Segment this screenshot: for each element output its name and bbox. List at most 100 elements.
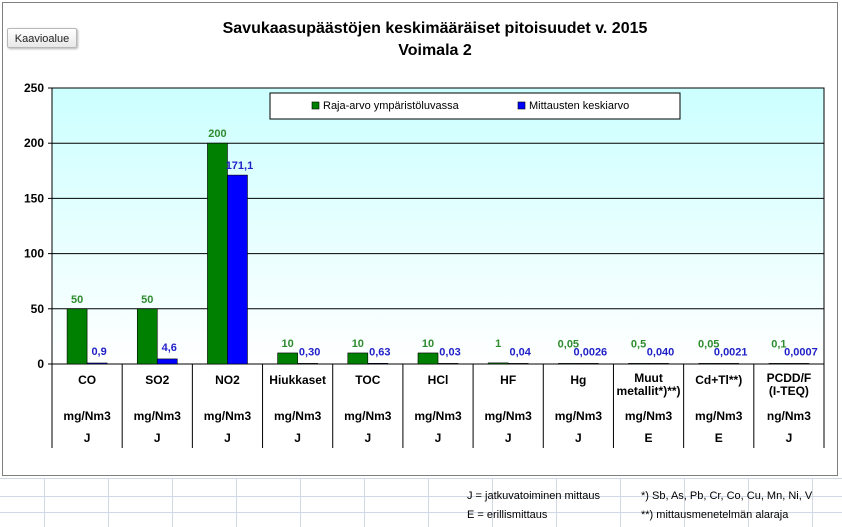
data-label: 0,0007 (784, 346, 818, 358)
chart-title: Savukaasupäästöjen keskimääräiset pitois… (222, 20, 648, 37)
data-label: 0,05 (558, 338, 579, 350)
bar-average (367, 363, 389, 365)
unit-label: mg/Nm3 (695, 409, 743, 423)
bar-average (227, 174, 248, 365)
measurement-type-label: J (224, 431, 231, 445)
bar-limit (136, 308, 158, 365)
measurement-type-label: J (154, 431, 161, 445)
bar-limit (768, 363, 790, 365)
data-label: 200 (208, 128, 226, 140)
category-label: (I-TEQ) (769, 384, 809, 398)
data-label: 0,30 (299, 346, 320, 358)
data-label: 0,0026 (574, 346, 608, 358)
bar-limit (558, 363, 579, 365)
measurement-type-label: J (294, 431, 301, 445)
bar-limit (698, 363, 720, 365)
legend-label-limit: Raja-arvo ympäristöluvassa (323, 100, 460, 112)
category-label: NO2 (215, 373, 240, 387)
category-label: SO2 (145, 373, 169, 387)
bar-chart: 0 50 100 150 200 250 50 0,9 CO mg/Nm3 J 50 4,6 SO2 mg/… (24, 81, 825, 448)
data-label: 0,1 (771, 338, 786, 350)
y-tick-label: 250 (24, 81, 44, 95)
bar-limit (417, 352, 439, 365)
y-tick-label: 150 (24, 191, 44, 205)
data-label: 50 (141, 294, 153, 306)
category-label: CO (78, 373, 96, 387)
legend (269, 92, 681, 120)
bar-limit (66, 308, 88, 365)
legend-swatch-average (517, 101, 526, 110)
data-label: 0,63 (369, 346, 390, 358)
bar-limit (347, 352, 369, 365)
unit-label: mg/Nm3 (555, 409, 603, 423)
y-tick-label: 0 (37, 357, 44, 371)
measurement-type-label: J (575, 431, 582, 445)
legend-label-average: Mittausten keskiarvo (529, 100, 629, 112)
bar-limit (277, 352, 298, 365)
data-label: 4,6 (162, 342, 177, 354)
plot-area (51, 87, 825, 365)
category-label: HF (500, 373, 516, 387)
data-label: 50 (71, 294, 83, 306)
data-label: 0,05 (698, 338, 719, 350)
category-label: TOC (355, 373, 380, 387)
category-label: Hiukkaset (269, 373, 326, 387)
unit-label: mg/Nm3 (63, 409, 111, 423)
data-label: 1 (495, 338, 501, 350)
y-tick-label: 100 (24, 247, 44, 261)
category-label: metallit*)**) (617, 384, 681, 398)
bar-average (507, 363, 529, 365)
data-label: 0,04 (509, 346, 531, 358)
category-label: Muut (634, 371, 663, 385)
unit-label: mg/Nm3 (625, 409, 673, 423)
measurement-type-label: J (364, 431, 371, 445)
bar-average (718, 363, 740, 365)
footnote-detection-limit: **) mittausmenetelmän alaraja (641, 509, 789, 521)
unit-label: mg/Nm3 (274, 409, 322, 423)
bar-limit (487, 362, 509, 365)
chart-area-button[interactable]: Kaavioalue (7, 28, 77, 48)
unit-label: ng/Nm3 (767, 409, 811, 423)
y-tick-label: 50 (31, 302, 45, 316)
data-label: 10 (282, 338, 294, 350)
measurement-type-label: J (435, 431, 442, 445)
bar-average (788, 363, 810, 365)
data-label: 0,0021 (714, 346, 748, 358)
legend-swatch-limit (311, 101, 320, 110)
footnote-e: E = erillismittaus (467, 509, 548, 521)
bar-average (156, 358, 178, 365)
data-label: 0,03 (439, 346, 460, 358)
bar-limit (207, 142, 228, 365)
measurement-type-label: E (645, 431, 653, 445)
category-label: Cd+Tl**) (695, 373, 742, 387)
unit-label: mg/Nm3 (204, 409, 252, 423)
bar-average (578, 363, 599, 365)
unit-label: mg/Nm3 (485, 409, 533, 423)
data-label: 0,5 (631, 338, 646, 350)
bar-average (648, 363, 669, 365)
footnote-j: J = jatkuvatoiminen mittaus (467, 490, 600, 502)
unit-label: mg/Nm3 (134, 409, 182, 423)
measurement-type-label: E (715, 431, 723, 445)
category-label: Hg (570, 373, 586, 387)
category-label: PCDD/F (767, 371, 812, 385)
measurement-type-label: J (786, 431, 793, 445)
y-tick-label: 200 (24, 136, 44, 150)
bar-average (437, 363, 459, 365)
category-label: HCl (428, 373, 449, 387)
bar-average (297, 363, 318, 365)
data-label: 171,1 (226, 160, 254, 172)
bar-average (86, 362, 108, 365)
data-label: 10 (422, 338, 434, 350)
data-label: 0,9 (91, 346, 106, 358)
data-label: 0,040 (647, 346, 675, 358)
measurement-type-label: J (84, 431, 91, 445)
data-label: 10 (352, 338, 364, 350)
bar-limit (628, 363, 649, 365)
measurement-type-label: J (505, 431, 512, 445)
unit-label: mg/Nm3 (344, 409, 392, 423)
unit-label: mg/Nm3 (414, 409, 462, 423)
footnote-metals: *) Sb, As, Pb, Cr, Co, Cu, Mn, Ni, V (641, 490, 813, 502)
chart-subtitle: Voimala 2 (398, 42, 472, 59)
